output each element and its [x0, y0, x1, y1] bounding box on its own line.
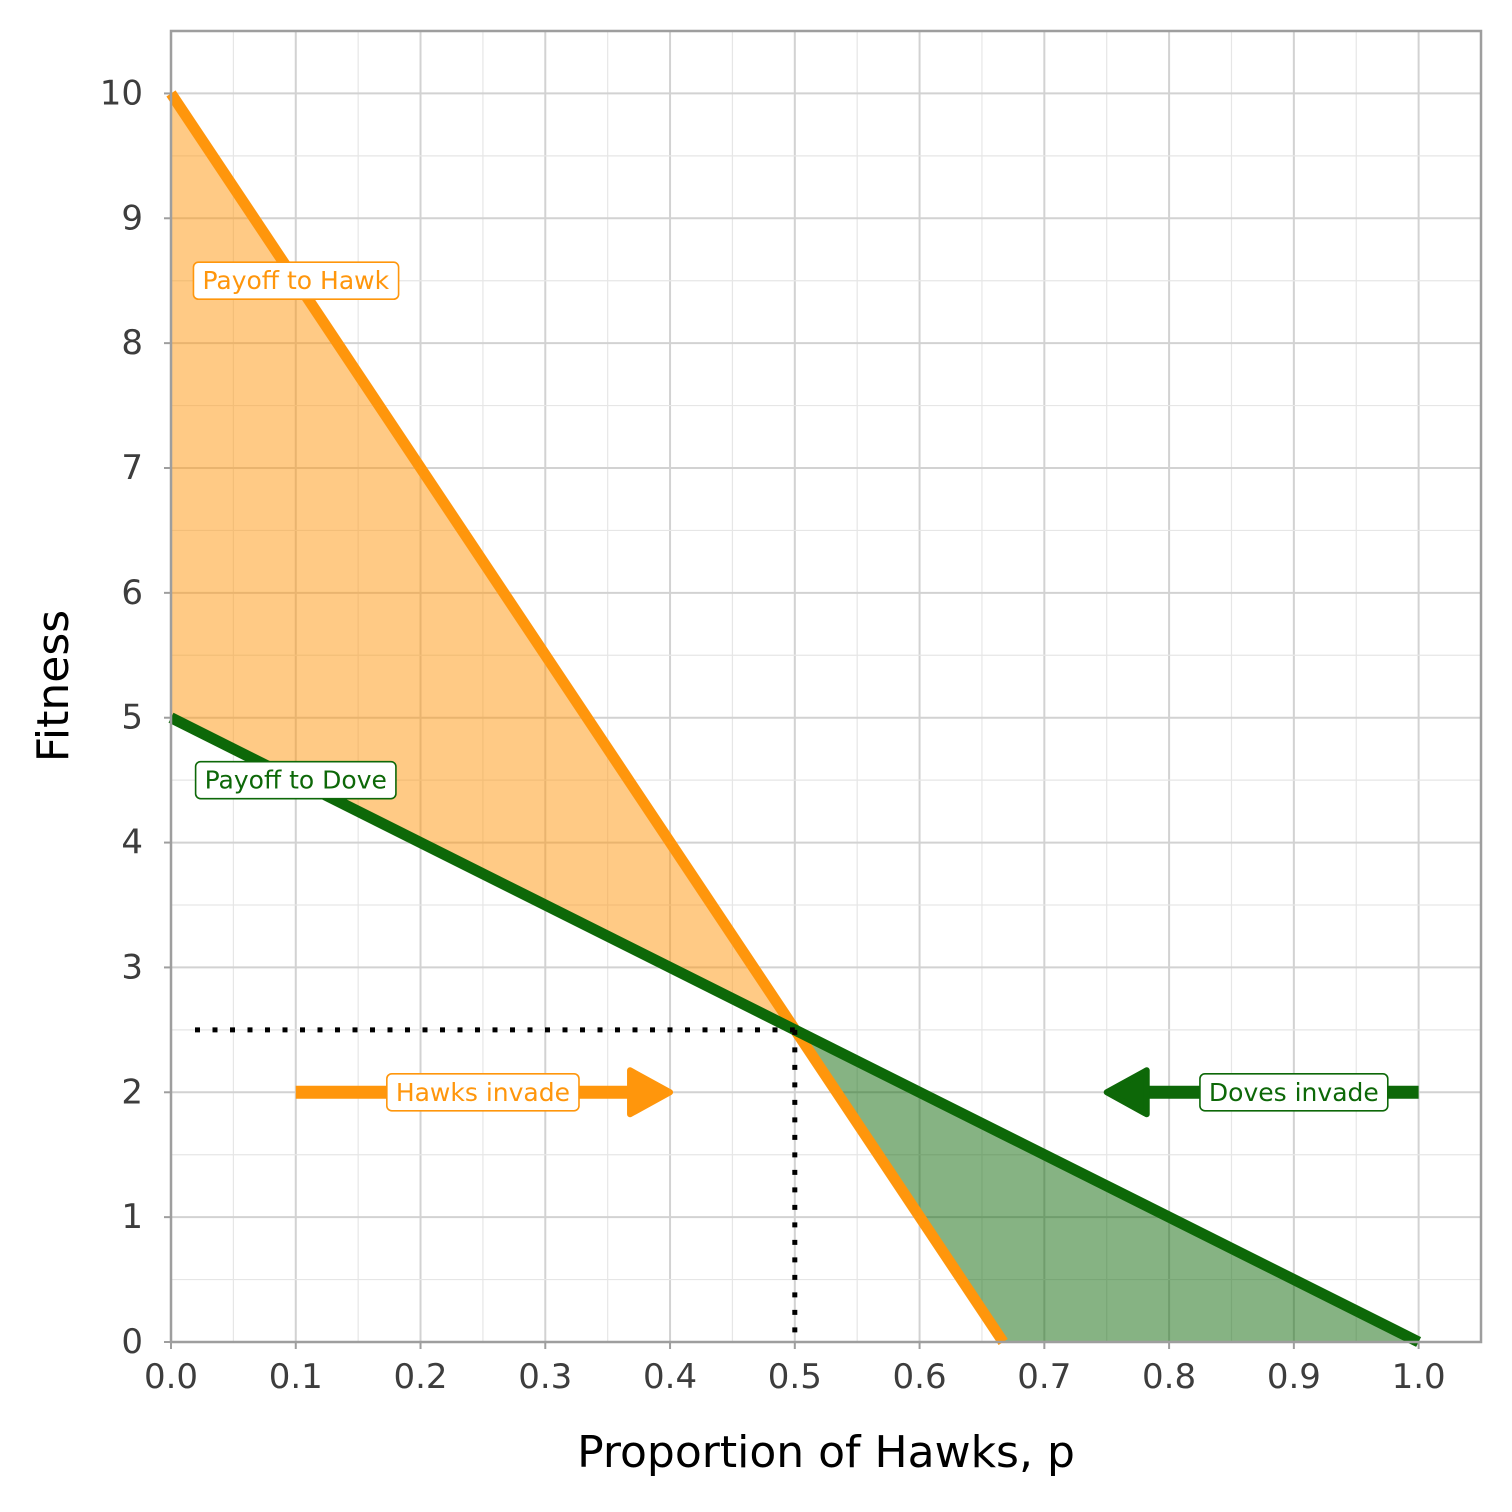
x-tick-label: 0.4	[643, 1357, 697, 1397]
arrowhead	[1103, 1067, 1150, 1118]
y-tick-label: 0	[121, 1322, 143, 1362]
y-tick-label: 8	[121, 323, 143, 363]
x-tick-label: 0.0	[144, 1357, 198, 1397]
label-payoff-to-dove: Payoff to Dove	[194, 760, 397, 800]
tick-labels: 0.0 0.1 0.2 0.3 0.4 0.5 0.6 0.7 0.8 0.9 1.0 0 1 2 3 4 5 6…	[100, 73, 1446, 1397]
arrowhead	[627, 1067, 674, 1118]
x-tick-label: 0.9	[1267, 1357, 1321, 1397]
label-hawks-invade: Hawks invade	[386, 1072, 580, 1112]
y-tick-label: 6	[121, 573, 143, 613]
y-tick-label: 2	[121, 1072, 143, 1112]
label-text: Payoff to Dove	[205, 766, 387, 795]
x-tick-label: 0.7	[1017, 1357, 1071, 1397]
x-tick-label: 0.1	[269, 1357, 323, 1397]
panel-border	[169, 29, 1483, 1344]
label-text: Doves invade	[1209, 1078, 1379, 1107]
x-tick-label: 0.8	[1142, 1357, 1196, 1397]
x-tick-label: 1.0	[1392, 1357, 1446, 1397]
y-tick-label: 1	[121, 1197, 143, 1237]
x-tick-label: 0.5	[768, 1357, 822, 1397]
y-tick-label: 10	[100, 73, 143, 113]
equilibrium-guides	[195, 1027, 798, 1342]
label-box	[386, 1072, 580, 1112]
y-tick-label: 4	[121, 823, 143, 863]
x-tick-label: 0.3	[518, 1357, 572, 1397]
x-tick-label: 0.6	[893, 1357, 947, 1397]
label-box	[192, 261, 400, 301]
shaded-region-dove-advantage	[794, 1029, 1419, 1342]
x-tick-label: 0.2	[393, 1357, 447, 1397]
label-text: Hawks invade	[396, 1078, 570, 1107]
y-tick-label: 5	[121, 698, 143, 738]
y-axis-title: Fitness	[28, 610, 79, 762]
label-payoff-to-hawk: Payoff to Hawk	[192, 261, 400, 301]
label-text: Payoff to Hawk	[202, 266, 389, 295]
y-tick-label: 3	[121, 947, 143, 987]
x-axis-title: Proportion of Hawks, p	[577, 1427, 1075, 1478]
y-tick-label: 7	[121, 448, 143, 488]
grid	[170, 30, 1482, 1343]
label-box	[194, 760, 397, 800]
y-tick-label: 9	[121, 198, 143, 238]
label-box	[1199, 1072, 1389, 1112]
hawk-payoff-line	[166, 90, 1008, 1346]
label-doves-invade: Doves invade	[1199, 1072, 1389, 1112]
annotations: Payoff to Hawk Payoff to Dove Hawks invade…	[192, 261, 1389, 1112]
